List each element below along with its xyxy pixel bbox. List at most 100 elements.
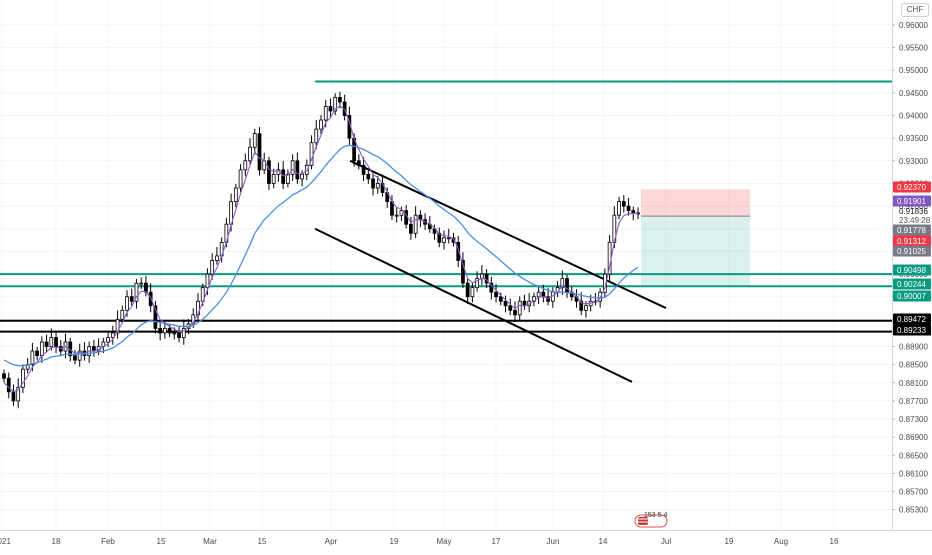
candle (129, 288, 134, 307)
price-tag-label: 0.92370 (897, 183, 926, 192)
price-tag-bg (893, 224, 931, 236)
time-tick-label: Jul (661, 537, 671, 546)
candle-body (442, 237, 446, 243)
candle (77, 343, 82, 367)
price-tag-label: 0.90007 (897, 292, 926, 301)
channel-upper-line (349, 159, 667, 309)
candle (210, 253, 215, 280)
price-tick-label: 0.88900 (899, 343, 928, 352)
candle-body (215, 255, 219, 261)
price-tag-bg (893, 324, 931, 336)
price-tag-bg (893, 245, 931, 257)
time-tick-label: 2021 (0, 537, 11, 546)
price-tick-label: 0.88500 (899, 361, 928, 370)
candle-body (162, 328, 167, 334)
candle-body (517, 300, 522, 316)
candle (328, 98, 333, 117)
candle-body (508, 305, 513, 311)
last-price-label: 0.91836 (899, 207, 928, 216)
candle-body (205, 273, 210, 289)
candle-body (536, 291, 541, 298)
candle-body (338, 96, 342, 103)
candle-body (300, 174, 304, 180)
candle (286, 169, 290, 188)
currency-button[interactable]: CHF (901, 3, 929, 17)
flag-badge-icon[interactable] (634, 513, 668, 529)
badge-text: 153 5 4 (644, 512, 668, 519)
candle (536, 286, 541, 305)
candle-body (375, 183, 380, 189)
candle-body (418, 214, 423, 221)
candle-body (617, 201, 621, 216)
candle (153, 300, 158, 334)
candle-body (257, 133, 262, 171)
candle (494, 284, 498, 303)
channel-lower-line (314, 227, 633, 383)
candle-body (54, 337, 58, 347)
candle (479, 265, 484, 286)
candles (2, 91, 640, 409)
candle-body (498, 296, 503, 302)
time-axis[interactable]: 2021 18 Feb 15 Mar 15 Apr 19 May 17 Jun 14 Jul 19 Aug 1… (0, 530, 932, 547)
candle-body (446, 237, 451, 240)
price-tick-label: 0.88100 (899, 379, 928, 388)
candle-body (432, 228, 437, 234)
price-tag-label: 0.91901 (897, 197, 926, 206)
candle (560, 270, 565, 295)
candle (248, 138, 252, 166)
candle (503, 295, 508, 313)
candle-body (565, 278, 569, 293)
candle-body (115, 318, 120, 334)
price-tag-bg (893, 313, 931, 325)
candle-body (475, 278, 480, 289)
price-axis[interactable]: 0.96000 0.95500 0.95000 0.94500 0.94000 0.935… (892, 0, 928, 530)
price-tick-label: 0.93500 (899, 134, 928, 143)
trend-channel[interactable] (314, 159, 667, 383)
price-tag: 0.89472 (893, 313, 931, 325)
position-tool[interactable] (641, 189, 750, 287)
candle-body (181, 328, 186, 338)
candle-body (356, 160, 361, 166)
price-tick-label: 0.94000 (899, 112, 928, 121)
stop-loss-zone (641, 189, 750, 217)
price-tag: 0.92370 (893, 181, 931, 193)
price-tag-label: 0.91025 (897, 247, 926, 256)
price-tag-bg (893, 278, 931, 290)
price-tag-label: 0.89233 (897, 326, 926, 335)
candle (16, 378, 21, 409)
candle (44, 334, 49, 353)
candle (2, 369, 6, 383)
price-tag-label: 0.90244 (897, 280, 926, 289)
candle-body (456, 241, 461, 261)
candle (92, 340, 96, 357)
candle (87, 341, 92, 363)
price-tick-label: 0.87700 (899, 397, 928, 406)
candle-body (21, 368, 25, 388)
candle (196, 293, 200, 322)
time-tick-label: 15 (157, 537, 166, 546)
candle-body (172, 332, 177, 335)
price-tick-label: 0.95500 (899, 44, 928, 53)
candle-body (30, 350, 35, 366)
price-tag-label: 0.89472 (897, 315, 926, 324)
candle (550, 287, 555, 308)
candle (271, 168, 276, 189)
price-tick-label: 0.95000 (899, 66, 928, 75)
candle (484, 269, 489, 289)
candle (517, 296, 522, 321)
candle (621, 195, 626, 213)
price-tick-label: 0.94500 (899, 89, 928, 98)
candle-body (177, 332, 181, 338)
candle-body (465, 282, 470, 298)
candle-body (139, 282, 144, 285)
candle (139, 277, 144, 289)
candle-body (77, 350, 82, 361)
bar-countdown: 23:49:28 (899, 216, 931, 225)
horizontal-levels[interactable] (0, 80, 892, 333)
candle-body (503, 300, 508, 307)
candle (82, 342, 87, 361)
price-tag: 0.91025 (893, 245, 931, 257)
candle (106, 331, 110, 347)
